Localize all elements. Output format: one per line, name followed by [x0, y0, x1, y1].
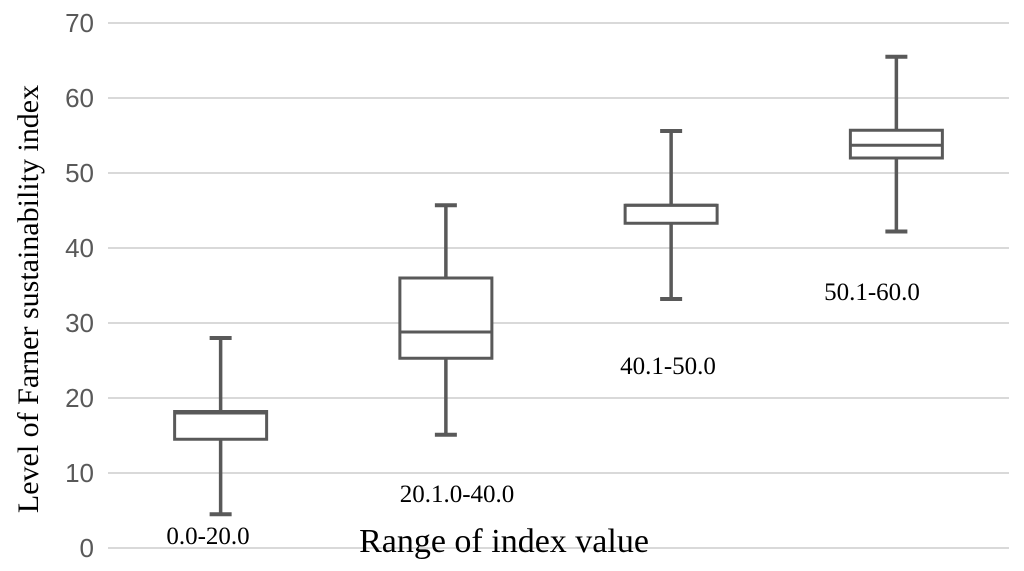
y-tick-label: 70: [65, 8, 94, 38]
y-tick-label: 0: [79, 533, 94, 563]
box-rect: [623, 203, 719, 225]
category-label: 20.1.0-40.0: [399, 481, 515, 508]
y-tick-label: 60: [65, 83, 94, 113]
y-tick-label: 50: [65, 158, 94, 188]
category-label: 0.0-20.0: [166, 523, 250, 550]
y-tick-label: 10: [65, 458, 94, 488]
category-label: 40.1-50.0: [620, 353, 716, 380]
category-label: 50.1-60.0: [824, 279, 920, 306]
y-tick-label: 20: [65, 383, 94, 413]
box-rect: [398, 276, 494, 360]
x-axis-title: Range of index value: [359, 523, 649, 560]
y-tick-label: 40: [65, 233, 94, 263]
box-rect: [173, 410, 269, 441]
y-tick-label: 30: [65, 308, 94, 338]
